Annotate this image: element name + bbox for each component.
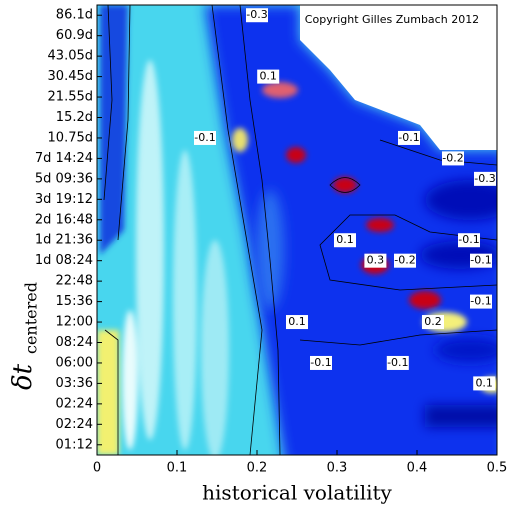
contour-label-text: -0.1 [310, 356, 331, 369]
contour-label: 0.1 [473, 376, 496, 391]
y-tick-label: 01:12 [56, 437, 93, 452]
credit: Copyright Gilles Zumbach 2012 [305, 13, 479, 26]
y-axis-label-group: δt centered [8, 282, 41, 390]
contour-label: -0.2 [442, 151, 464, 166]
contour-lines [103, 5, 497, 455]
heatmap [97, 5, 497, 455]
contour-label-box [473, 376, 496, 391]
contour-label-text: -0.1 [387, 356, 408, 369]
y-tick-label: 5d 09:36 [35, 171, 93, 186]
y-tick-label: 06:00 [56, 355, 93, 370]
y-tick-label: 7d 14:24 [35, 151, 93, 166]
dark-bands [256, 180, 497, 427]
contour-label: -0.1 [398, 130, 420, 145]
contour-label-text: 0.1 [475, 376, 493, 389]
contour-label: -0.1 [458, 233, 480, 248]
contour-label: -0.1 [470, 253, 492, 268]
y-tick-label: 60.9d [56, 28, 93, 43]
contour-label-box [310, 355, 332, 370]
y-tick-label: 3d 19:12 [35, 192, 93, 207]
y-tick-label: 15:36 [56, 294, 93, 309]
y-tick-label: 03:36 [56, 376, 93, 391]
heat-blue [205, 5, 497, 455]
x-tick-label: 0.5 [487, 461, 508, 476]
y-tick-label: 02:24 [56, 417, 93, 432]
x-tick-label: 0.2 [247, 461, 268, 476]
plot-frame [96, 4, 498, 456]
contour-label-box [470, 253, 492, 268]
contour-label: 0.2 [422, 315, 444, 330]
y-tick-label: 21.55d [48, 90, 93, 105]
y-axis-label: δt [8, 363, 38, 390]
contour-label-text: -0.1 [194, 131, 215, 144]
y-tick-label: 08:24 [56, 335, 93, 350]
contour-label: 0.1 [257, 69, 280, 84]
contour-label: -0.2 [394, 253, 416, 268]
contour-label: 0.1 [286, 315, 308, 330]
heat-empty [300, 5, 497, 150]
contour-label-box [386, 355, 409, 370]
y-tick-label: 1d 21:36 [35, 233, 93, 248]
contour-label-box [246, 8, 268, 23]
y-tick-label: 43.05d [48, 49, 93, 64]
contour-label-text: -0.1 [470, 254, 491, 267]
contour-label-box [257, 69, 280, 84]
x-tick-label: 0.4 [407, 461, 428, 476]
contour-label-text: -0.3 [474, 172, 495, 185]
contour-label: -0.1 [470, 294, 492, 309]
y-tick-label: 10.75d [48, 130, 93, 145]
x-tick-label: 0.1 [167, 461, 188, 476]
contour-label-text: -0.1 [470, 295, 491, 308]
contour-label-box [458, 233, 480, 248]
contour-label: -0.1 [194, 130, 216, 145]
contour-label-text: 0.1 [288, 315, 306, 328]
contour-label-box [474, 171, 496, 186]
contour-label-box [394, 253, 416, 268]
contour-label-box [364, 253, 387, 268]
contour-label-box [334, 233, 356, 248]
contour-label-text: -0.1 [398, 131, 419, 144]
contour-label-text: 0.3 [367, 254, 385, 267]
x-tick-label: 0.3 [327, 461, 348, 476]
contour-label: 0.1 [334, 233, 356, 248]
contour-label-box [398, 130, 420, 145]
contour-label: 0.3 [364, 253, 387, 268]
contour-label-text: -0.2 [394, 254, 415, 267]
y-tick-label: 1d 08:24 [35, 253, 93, 268]
contour-label-text: 0.1 [259, 70, 277, 83]
contour-label-text: 0.2 [424, 315, 442, 328]
contour-label-box [286, 315, 308, 330]
y-tick-label: 12:00 [56, 315, 93, 330]
contour-label: -0.3 [474, 171, 496, 186]
heat-left-edge [100, 5, 128, 255]
contour-label-box [422, 315, 444, 330]
contour-label-text: -0.2 [442, 151, 463, 164]
contour-label-box [194, 130, 216, 145]
contour-label-text: -0.3 [246, 8, 267, 21]
contour-label: -0.1 [310, 355, 332, 370]
y-tick-label: 15.2d [56, 110, 93, 125]
y-tick-label: 22:48 [56, 274, 93, 289]
light-streaks [122, 60, 229, 455]
y-axis-label-subscript: centered [22, 282, 41, 354]
contour-label-box [470, 294, 492, 309]
contour-label-text: 0.1 [336, 233, 354, 246]
y-tick-label: 30.45d [48, 69, 93, 84]
y-tick-label: 02:24 [56, 396, 93, 411]
contour-label-text: -0.1 [458, 233, 479, 246]
x-tick-label: 0 [93, 461, 101, 476]
contour-label: -0.1 [386, 355, 409, 370]
y-tick-label: 86.1d [56, 8, 93, 23]
contour-label: -0.3 [246, 8, 268, 23]
x-axis-label: historical volatility [202, 481, 392, 505]
y-tick-label: 2d 16:48 [35, 212, 93, 227]
contour-label-box [442, 151, 464, 166]
